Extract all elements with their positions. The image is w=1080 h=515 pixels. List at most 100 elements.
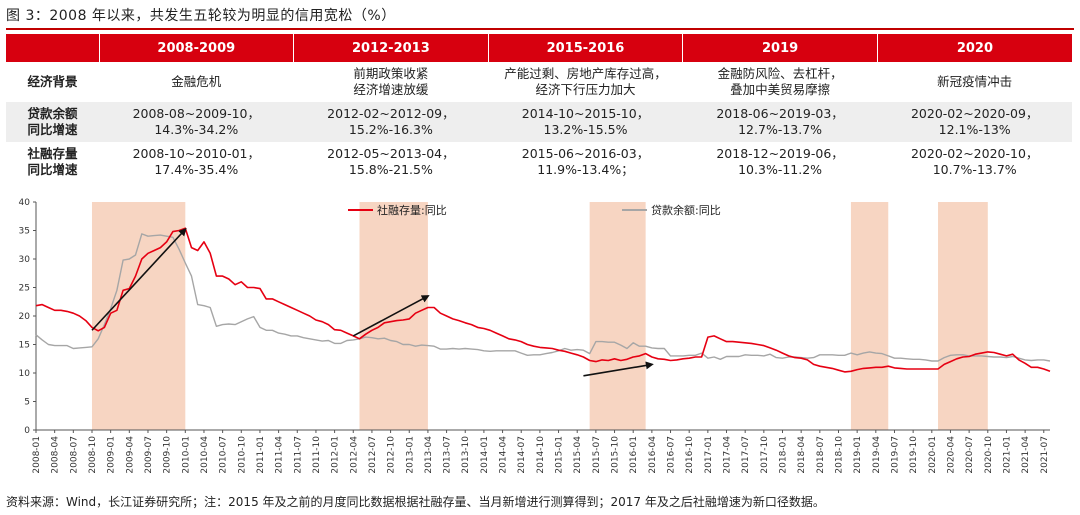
shaded-period — [850, 202, 889, 430]
x-tick-label: 2010-01 — [181, 436, 191, 474]
x-tick-label: 2016-10 — [685, 436, 695, 474]
table-cell: 前期政策收紧 经济增速放缓 — [353, 66, 429, 97]
table-cell: 产能过剩、房地产库存过高， 经济下行压力加大 — [504, 66, 667, 97]
x-tick-label: 2010-07 — [219, 436, 229, 474]
x-tick-label: 2017-01 — [704, 436, 714, 474]
trend-arrow — [583, 361, 654, 377]
table-cell: 2008-08~2009-10， 14.3%-34.2% — [99, 102, 294, 142]
x-tick-label: 2014-07 — [517, 436, 527, 474]
x-tick-label: 2020-01 — [928, 436, 938, 474]
row-label: 社融存量 同比增速 — [27, 146, 78, 177]
x-tick-label: 2009-04 — [125, 436, 135, 474]
x-tick-label: 2009-07 — [144, 436, 154, 474]
x-tick-label: 2012-04 — [349, 436, 359, 474]
axes: 0 5 10 15 20 25 30 35 40 2008-01 2008-04 2008-07 200… — [19, 198, 1050, 474]
y-tick-label: 15 — [19, 341, 30, 351]
x-tick-label: 2019-07 — [890, 436, 900, 474]
x-tick-label: 2019-10 — [909, 436, 919, 474]
shaded-period — [589, 202, 646, 430]
table-cell: 2015-06~2016-03， 11.9%-13.4%； — [521, 146, 650, 177]
trend-arrows — [91, 227, 654, 377]
table-cell: 2020-02~2020-10， 10.7%-13.7% — [910, 146, 1039, 177]
x-tick-label: 2014-04 — [499, 436, 509, 474]
x-tick-label: 2013-01 — [405, 436, 415, 474]
x-tick-label: 2014-01 — [480, 436, 490, 474]
x-tick-label: 2008-10 — [88, 436, 98, 474]
x-tick-label: 2009-10 — [163, 436, 173, 474]
x-tick-label: 2012-10 — [387, 436, 397, 474]
x-tick-label: 2014-10 — [536, 436, 546, 474]
x-tick-label: 2012-01 — [331, 436, 341, 474]
table-cell: 金融危机 — [171, 74, 222, 89]
trend-arrow — [352, 295, 430, 337]
table-cell: 2012-05~2013-04， 15.8%-21.5% — [327, 146, 455, 177]
row-label: 贷款余额 同比增速 — [6, 102, 99, 142]
shaded-period — [359, 202, 428, 430]
x-tick-label: 2018-01 — [779, 436, 789, 474]
header-cell: 2020 — [877, 34, 1072, 62]
x-tick-label: 2019-01 — [853, 436, 863, 474]
series-line-social — [35, 227, 1051, 373]
legend-label-loan: 贷款余额:同比 — [651, 203, 721, 217]
table-cell: 2020-02~2020-09， 12.1%-13% — [877, 102, 1072, 142]
x-tick-label: 2018-04 — [797, 436, 807, 474]
x-tick-label: 2019-04 — [872, 436, 882, 474]
y-tick-label: 25 — [19, 284, 30, 294]
x-tick-label: 2008-04 — [51, 436, 61, 474]
x-tick-label: 2011-10 — [312, 436, 322, 474]
x-tick-label: 2015-01 — [555, 436, 565, 474]
header-cell: 2015-2016 — [488, 34, 684, 62]
x-tick-label: 2016-04 — [648, 436, 658, 474]
x-tick-label: 2012-07 — [368, 436, 378, 474]
x-tick-label: 2018-10 — [834, 436, 844, 474]
x-tick-label: 2013-07 — [443, 436, 453, 474]
header-cell: 2012-2013 — [293, 34, 489, 62]
legend: 社融存量:同比 贷款余额:同比 — [348, 203, 721, 217]
row-label: 经济背景 — [27, 74, 78, 89]
series-line-loan — [35, 233, 1051, 362]
series-lines — [35, 227, 1051, 373]
table-cell: 2014-10~2015-10， 13.2%-15.5% — [488, 102, 683, 142]
table-cell: 2012-02~2012-09， 15.2%-16.3% — [293, 102, 489, 142]
header-cell: 2019 — [682, 34, 878, 62]
x-tick-label: 2015-07 — [592, 436, 602, 474]
table-cell: 2008-10~2010-01， 17.4%-35.4% — [132, 146, 261, 177]
shaded-period — [938, 202, 988, 430]
y-tick-label: 20 — [19, 312, 31, 322]
table-cell: 2018-12~2019-06， 10.3%-11.2% — [716, 146, 844, 177]
table-row: 贷款余额 同比增速 2008-08~2009-10， 14.3%-34.2% 2… — [6, 102, 1072, 142]
y-tick-label: 0 — [24, 426, 30, 436]
x-tick-label: 2009-01 — [107, 436, 117, 474]
source-note: 资料来源：Wind，长江证券研究所；注：2015 年及之前的月度同比数据根据社融… — [6, 495, 825, 509]
figure-title: 图 3：2008 年以来，共发生五轮较为明显的信用宽松（%） — [6, 8, 396, 24]
x-tick-label: 2021-01 — [1002, 436, 1012, 474]
x-tick-label: 2015-04 — [573, 436, 583, 474]
background-table: 2008-2009 2012-2013 2015-2016 2019 2020 … — [6, 34, 1072, 182]
x-tick-label: 2017-04 — [723, 436, 733, 474]
header-corner — [6, 34, 100, 62]
x-tick-label: 2016-01 — [629, 436, 639, 474]
trend-arrow — [91, 227, 187, 331]
title-rule — [6, 28, 1074, 30]
x-tick-label: 2018-07 — [816, 436, 826, 474]
x-tick-label: 2020-07 — [965, 436, 975, 474]
x-tick-label: 2015-10 — [611, 436, 621, 474]
y-tick-label: 35 — [19, 227, 30, 237]
x-tick-label: 2011-04 — [275, 436, 285, 474]
y-tick-label: 40 — [19, 198, 31, 208]
table-cell: 2018-06~2019-03， 12.7%-13.7% — [682, 102, 878, 142]
x-tick-label: 2010-10 — [237, 436, 247, 474]
x-tick-label: 2008-01 — [32, 436, 42, 474]
x-tick-label: 2020-10 — [984, 436, 994, 474]
x-tick-label: 2013-04 — [424, 436, 434, 474]
y-tick-label: 10 — [19, 369, 31, 379]
table-cell: 金融防风险、去杠杆， 叠加中美贸易摩擦 — [717, 66, 843, 97]
legend-label-social: 社融存量:同比 — [377, 203, 447, 217]
credit-growth-chart: 0 5 10 15 20 25 30 35 40 2008-01 2008-04 2008-07 200… — [19, 198, 1051, 474]
x-tick-label: 2017-10 — [760, 436, 770, 474]
header-cell: 2008-2009 — [99, 34, 295, 62]
table-cell: 新冠疫情冲击 — [937, 74, 1013, 89]
table-header-row: 2008-2009 2012-2013 2015-2016 2019 2020 — [6, 34, 1072, 62]
x-tick-label: 2016-07 — [667, 436, 677, 474]
x-tick-label: 2008-07 — [69, 436, 79, 474]
